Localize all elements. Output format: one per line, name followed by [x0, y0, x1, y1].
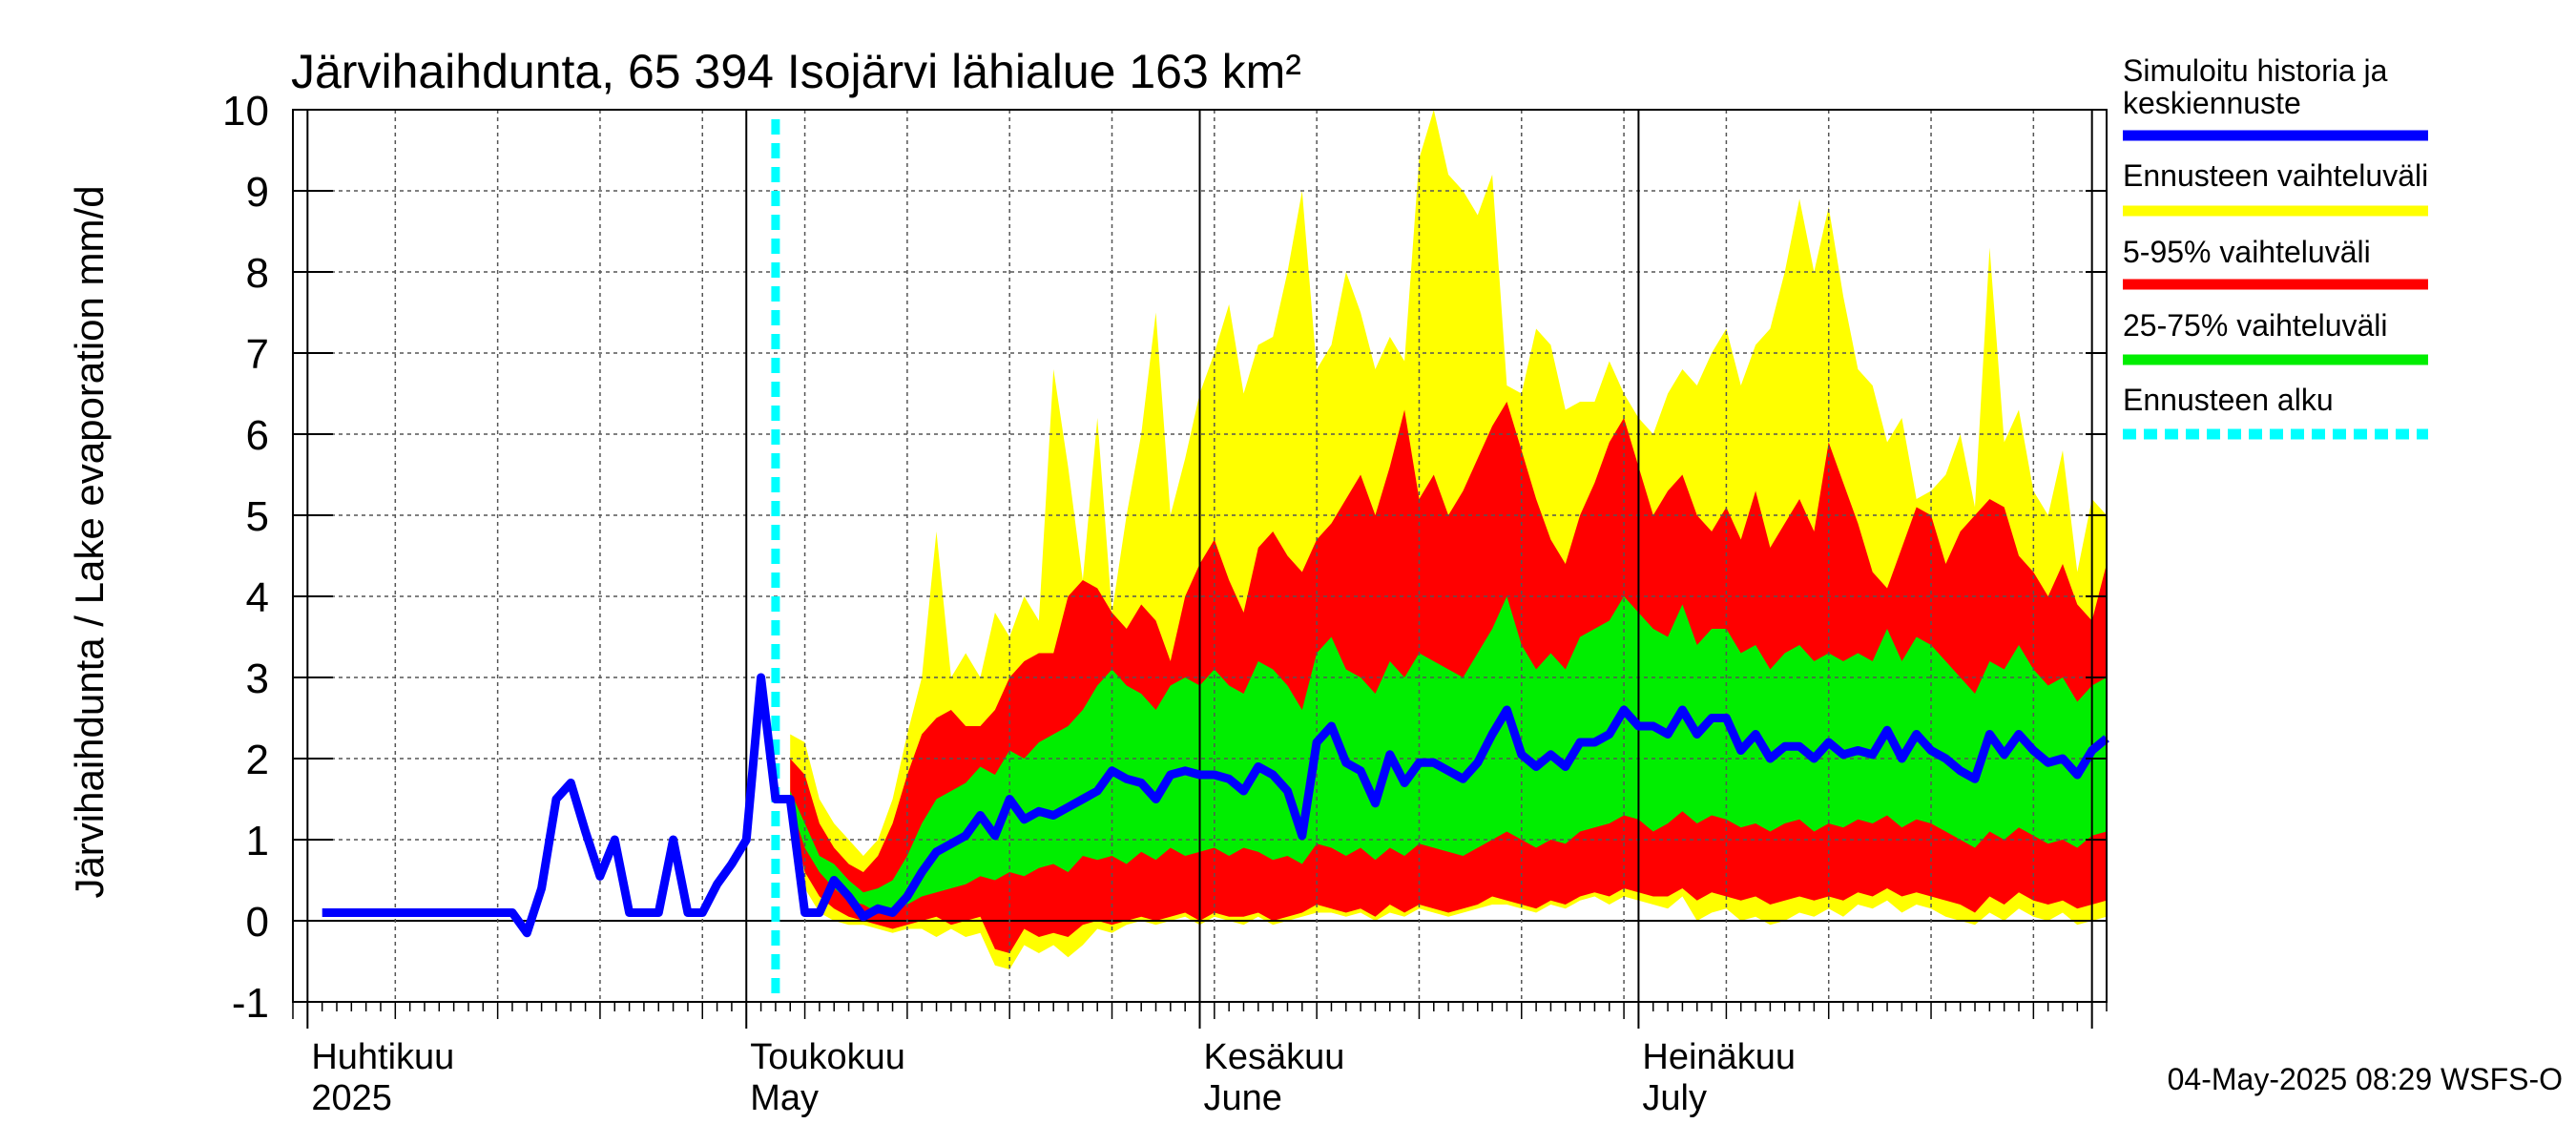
legend-label: Ennusteen alku [2123, 383, 2334, 417]
x-month-label-en: July [1642, 1078, 1707, 1118]
y-tick-label: 0 [246, 899, 269, 946]
y-tick-label: 9 [246, 169, 269, 216]
y-tick-label: 2 [246, 737, 269, 783]
y-tick-label: 6 [246, 412, 269, 459]
y-axis-label: Järvihaihdunta / Lake evaporation mm/d [67, 185, 112, 898]
band-25-75 [790, 596, 2108, 913]
x-month-label: Kesäkuu [1204, 1037, 1345, 1077]
y-tick-label: 1 [246, 818, 269, 864]
legend-label: 25-75% vaihteluväli [2123, 308, 2388, 343]
x-month-label: Heinäkuu [1642, 1037, 1796, 1077]
y-tick-label: 3 [246, 656, 269, 702]
x-month-label-en: May [750, 1078, 819, 1118]
plot-frame [292, 109, 2108, 1003]
y-tick-label: 7 [246, 331, 269, 378]
footer-timestamp: 04-May-2025 08:29 WSFS-O [2168, 1062, 2563, 1096]
y-tick-label: 5 [246, 493, 269, 540]
x-month-label: Huhtikuu [311, 1037, 454, 1077]
y-tick-label: 4 [246, 574, 269, 621]
median-line [322, 673, 2109, 938]
y-tick-label: 8 [246, 250, 269, 297]
x-month-label-en: 2025 [311, 1078, 392, 1118]
chart-title: Järvihaihdunta, 65 394 Isojärvi lähialue… [291, 45, 1301, 98]
x-month-label: Toukokuu [750, 1037, 905, 1077]
y-tick-label: 10 [222, 88, 269, 135]
legend-label: 5-95% vaihteluväli [2123, 235, 2371, 269]
y-tick-label: -1 [232, 980, 269, 1027]
legend-label: Ennusteen vaihteluväli [2123, 158, 2428, 193]
legend-label: keskiennuste [2123, 86, 2301, 120]
x-month-label-en: June [1204, 1078, 1282, 1118]
legend-label: Simuloitu historia ja [2123, 53, 2388, 88]
